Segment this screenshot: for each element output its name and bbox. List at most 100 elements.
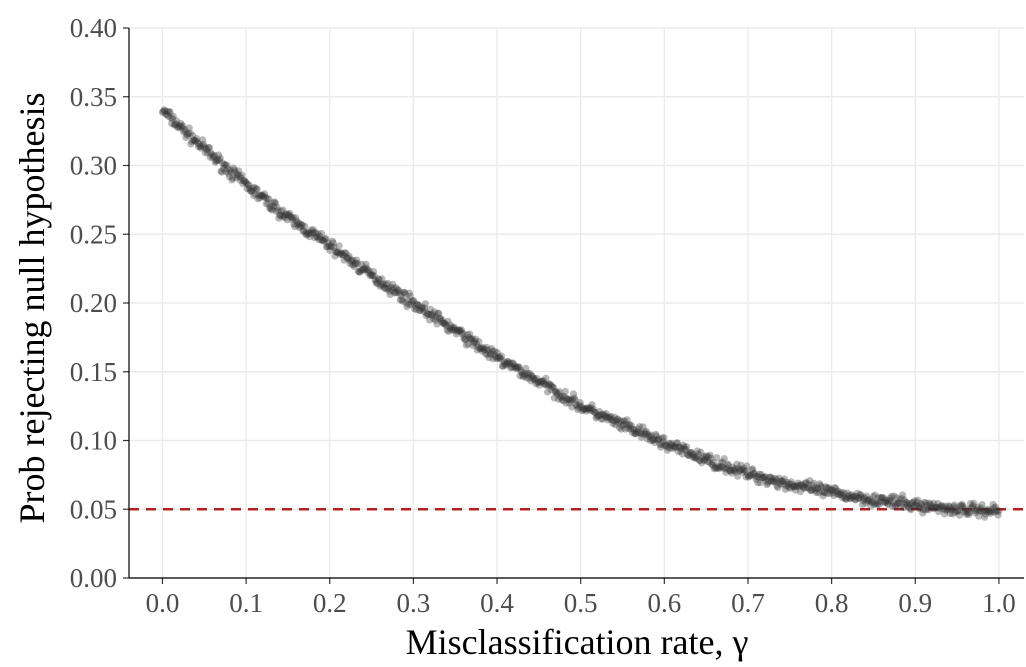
data-point (953, 507, 961, 516)
data-point (424, 310, 432, 318)
data-point (818, 487, 826, 496)
data-point (666, 444, 674, 452)
tick-labels: 0.0 0.1 0.2 0.3 0.4 0.5 0.6 0.7 0.8 0.9 1.0 0.00 0.0… (70, 13, 1016, 618)
data-point (551, 388, 559, 396)
data-point (597, 415, 605, 423)
data-point (516, 372, 524, 380)
data-point (646, 432, 654, 441)
data-point (448, 323, 456, 332)
data-point (604, 416, 612, 424)
data-point (909, 502, 918, 510)
data-point (389, 284, 398, 292)
data-point (473, 346, 481, 354)
data-point (866, 495, 874, 504)
data-point (420, 304, 429, 312)
data-point (916, 504, 924, 512)
data-point (893, 494, 901, 502)
data-point (307, 229, 315, 238)
data-point (403, 303, 411, 311)
data-point (529, 375, 537, 383)
data-point (433, 320, 441, 328)
data-point (770, 478, 778, 486)
data-point (639, 423, 647, 431)
data-point (559, 392, 567, 400)
data-point (332, 247, 340, 256)
data-point (763, 480, 771, 489)
data-point (205, 144, 213, 152)
data-point (160, 106, 168, 114)
data-point (816, 480, 824, 488)
data-point (645, 432, 653, 440)
data-point (805, 484, 813, 492)
data-point (304, 230, 312, 238)
data-point (164, 112, 172, 120)
data-point (349, 256, 357, 265)
data-point (242, 179, 250, 187)
data-point (211, 158, 219, 166)
data-point (584, 405, 592, 413)
data-point (353, 259, 362, 268)
data-point (681, 445, 689, 454)
data-point (279, 206, 287, 214)
data-point (985, 508, 993, 516)
data-point (913, 498, 921, 506)
data-point (472, 340, 481, 348)
data-point (890, 492, 898, 500)
data-point (336, 250, 344, 259)
data-point (184, 129, 193, 138)
data-point (358, 266, 367, 274)
data-point (870, 500, 878, 508)
data-point (687, 448, 695, 457)
data-point (270, 202, 278, 210)
data-point (396, 296, 404, 304)
data-point (285, 211, 293, 219)
data-point (852, 496, 860, 504)
data-point (891, 503, 899, 511)
data-point (286, 213, 295, 221)
data-point (688, 448, 696, 457)
data-point (531, 376, 539, 384)
data-point (754, 478, 762, 487)
data-point (827, 486, 835, 495)
data-point (775, 479, 783, 487)
data-point (756, 479, 764, 487)
data-point (383, 285, 391, 293)
data-point (414, 300, 422, 309)
data-point (335, 242, 343, 250)
data-point (593, 412, 601, 421)
data-point (249, 184, 257, 192)
data-point (749, 465, 757, 473)
data-point (960, 508, 968, 516)
data-point (842, 495, 850, 503)
data-point (333, 249, 342, 257)
data-point (297, 221, 306, 229)
data-point (668, 441, 676, 450)
data-point (850, 492, 858, 500)
data-point (382, 280, 390, 288)
data-point (472, 335, 480, 343)
data-point (717, 459, 725, 467)
data-point (926, 501, 934, 509)
data-point (489, 355, 497, 363)
data-point (311, 234, 319, 242)
data-point (338, 249, 346, 257)
data-point (567, 396, 575, 404)
data-point (611, 421, 620, 429)
data-point (716, 463, 724, 471)
data-point (726, 467, 734, 475)
data-point (981, 513, 989, 521)
data-point (305, 228, 313, 236)
data-point (700, 457, 708, 465)
data-point (662, 442, 671, 450)
data-point (672, 439, 681, 447)
data-point (183, 130, 191, 138)
data-point (659, 438, 667, 446)
data-point (695, 456, 703, 464)
data-point (539, 377, 548, 385)
data-point (559, 397, 568, 405)
data-point (821, 488, 829, 497)
data-point (643, 435, 651, 443)
data-point (344, 254, 352, 262)
data-point (208, 151, 216, 159)
data-point (198, 142, 206, 150)
